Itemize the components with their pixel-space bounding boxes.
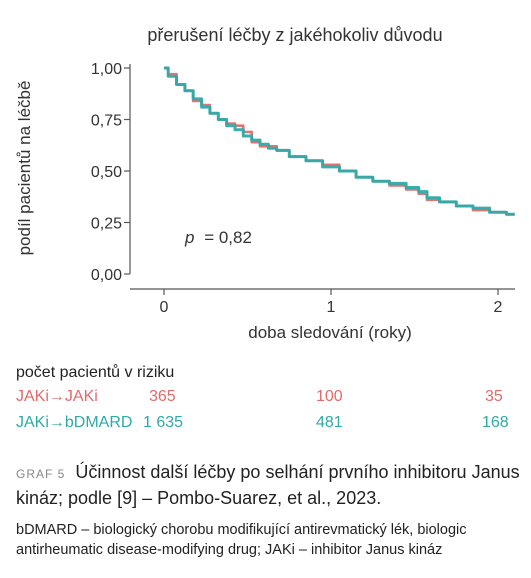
axes: 0,00 0,25 0,50 0,75 1,00 0 1 2 [91,61,515,316]
x-tick-label: 0 [160,299,169,316]
figure-tag: GRAF 5 [16,467,66,481]
survival-chart: přerušení léčby z jakéhokoliv důvodu pod… [15,25,515,342]
p-value: = 0,82 [204,228,252,247]
x-axis-label: doba sledování (roky) [248,323,411,342]
risk-value: 168 [482,414,509,431]
y-tick-label: 0,75 [91,113,122,130]
x-tick-label: 2 [494,299,503,316]
y-tick-label: 1,00 [91,61,122,78]
series-line-jaki-jaki [164,66,515,216]
risk-value: 365 [149,388,176,405]
p-symbol: p [184,228,194,247]
figure-caption-text: Účinnost další léčby po selhání prvního … [16,462,520,508]
risk-row-jaki-bdmard: JAKi→bDMARD 1 635 481 168 [16,414,531,436]
series-line-jaki-bdmard [164,66,515,216]
risk-value: 481 [316,414,343,431]
y-tick-label: 0,50 [91,164,122,181]
y-tick-label: 0,25 [91,216,122,233]
y-axis-label: podíl pacientů na léčbě [15,81,34,256]
figure-caption: GRAF 5 Účinnost další léčby po selhání pr… [16,460,521,560]
risk-value: 100 [316,388,343,405]
chart-title: přerušení léčby z jakéhokoliv důvodu [147,25,442,45]
risk-table-title: počet pacientů v riziku [16,364,175,381]
y-tick-label: 0,00 [91,267,122,284]
risk-row-label: JAKi→JAKi [16,388,98,405]
risk-value: 1 635 [143,414,184,431]
p-value-annotation: p = 0,82 [184,228,252,247]
risk-value: 35 [485,388,503,405]
risk-row-label: JAKi→bDMARD [16,414,133,431]
series-lines [164,66,515,216]
risk-row-jaki-jaki: JAKi→JAKi 365 100 35 [16,388,531,410]
abbreviation-note: bDMARD – biologický chorobu modifikující… [16,522,467,558]
risk-table: počet pacientů v riziku JAKi→JAKi 365 10… [16,360,531,440]
x-tick-label: 1 [327,299,336,316]
